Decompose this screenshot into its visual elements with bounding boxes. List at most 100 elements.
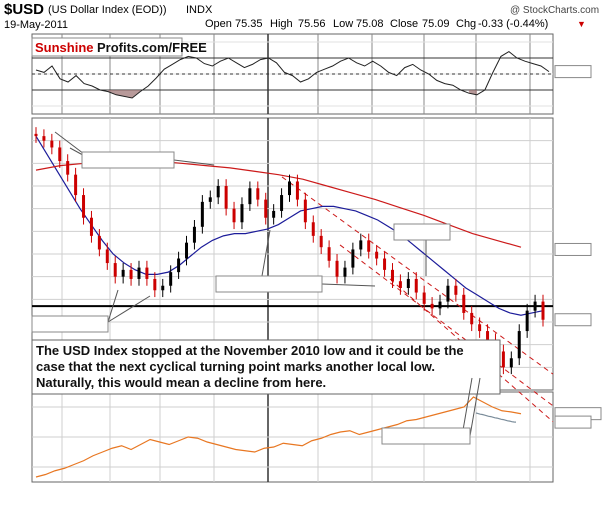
open-label: Open [205,18,232,30]
commentary-line: case that the next cyclical turning poin… [36,359,435,374]
price-candle-body [232,208,236,223]
high-label: High [270,18,293,30]
chg-label: Chg [456,18,476,30]
stockcharts-credit: @ StockCharts.com [510,5,599,16]
price-candle-body [208,197,212,202]
price-candle-body [335,260,339,277]
price-candle-body [375,251,379,259]
price-candle-body [390,269,394,282]
callout-pointer [469,377,481,437]
price-candle-body [121,269,125,277]
price-candle-body [105,249,109,264]
price-candle-body [303,199,307,223]
price-candle-body [240,204,244,223]
rsi-current-badge [554,65,592,79]
callout-pointer [261,229,271,277]
callout-pointer [321,283,376,287]
gold-second-badge [554,415,592,429]
commentary-box [31,339,501,395]
last-price-badge [554,313,592,327]
near-top-2-box [393,223,451,241]
price-candle-body [192,226,196,243]
price-candle-body [82,195,86,218]
logo-profits: Profits.com/FREE [97,40,207,55]
price-candle-body [50,140,54,148]
price-candle-body [288,181,291,196]
chart-exchange: INDX [186,4,213,16]
price-candle-body [517,331,521,359]
price-candle-body [272,210,276,218]
price-candle-body [462,294,466,313]
trend-channel-upper [281,176,554,375]
price-candle-body [129,269,133,279]
low-value: 75.08 [356,18,384,30]
price-candle-body [161,285,165,291]
price-candle-body [256,188,260,200]
price-candle-body [311,222,315,236]
price-candle-body [486,331,490,341]
ma-short-line [35,135,544,316]
axis-layer [554,65,602,429]
price-candle-body [264,199,268,218]
chg-down-marker: ▼ [577,19,586,29]
price-candle-body [280,195,284,211]
price-candle-body [248,188,252,205]
gold-secondary-line [475,412,517,423]
rsi-oversold-fill [108,90,141,98]
commentary-line: The USD Index stopped at the November 20… [36,343,464,358]
price-candle-body [153,278,157,291]
price-candle-body [430,303,434,309]
usd-layer [32,127,554,423]
price-candle-body [406,278,410,288]
price-candle-body [97,235,101,250]
chart-date: 19-May-2011 [4,19,68,31]
price-candle-body [438,301,442,309]
price-candle-body [34,133,38,137]
ma-long-badge [554,242,592,256]
price-candle-body [525,310,529,332]
price-candle-body [224,186,228,209]
near-bottom-3-box [381,427,471,445]
gold-layer [35,396,522,478]
price-candle-body [177,258,181,273]
commentary-text: The USD Index stopped at the November 20… [36,343,464,390]
sunshine-profits-logo: Sunshine Profits.com/FREE [31,37,207,57]
commentary-line: Naturally, this would mean a decline fro… [36,375,326,390]
price-candle-body [42,136,46,141]
callout-pointer [107,289,119,323]
price-candle-body [478,324,482,332]
price-candle-body [185,242,189,259]
price-candle-body [113,263,117,277]
low-label: Low [333,18,353,30]
annotation-layer [31,131,481,445]
price-candle-body [58,147,62,162]
chart-subtitle: (US Dollar Index (EOD)) [48,4,167,16]
price-candle-body [501,351,505,368]
price-candle-body [137,267,141,279]
price-candle-body [509,358,513,368]
price-candle-body [470,312,474,325]
price-candle-body [446,285,450,302]
chart-title: $USD [4,1,44,18]
price-candle-body [89,217,93,236]
price-candle-body [74,174,78,196]
price-candle-body [327,247,331,261]
price-candle-body [351,249,355,268]
price-candle-body [319,235,323,248]
price-candle-body [383,258,387,270]
high-value: 75.56 [298,18,326,30]
callout-pointer [461,377,473,437]
price-candle-body [216,186,220,198]
price-candle-body [422,292,426,304]
near-top-1-box [81,151,175,169]
price-candle-body [414,278,418,293]
price-candle-body [145,267,149,279]
chg-value: -0.33 (-0.44%) [478,18,548,30]
close-value: 75.09 [422,18,450,30]
callout-pointer [107,295,151,323]
price-candle-body [454,285,458,295]
near-bottom-2-box [215,275,323,293]
near-bottom-1-box [31,315,109,333]
